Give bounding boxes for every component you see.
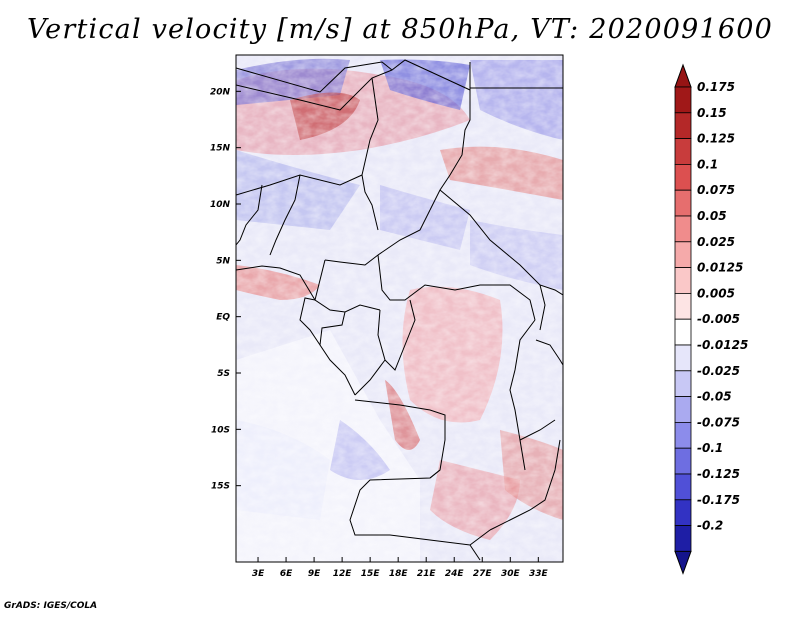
lon-tick-label: 24E	[445, 569, 465, 579]
colorbar-swatch	[674, 112, 692, 140]
grads-credit: GrADS: IGES/COLA	[4, 601, 98, 611]
colorbar-label: -0.0125	[697, 338, 748, 352]
colorbar-swatch	[674, 292, 692, 320]
lon-tick-label: 3E	[252, 569, 265, 579]
lat-tick-label: 5N	[216, 256, 230, 266]
lon-tick-label: 18E	[389, 569, 409, 579]
lat-tick-label: EQ	[216, 313, 230, 323]
lon-tick-label: 6E	[280, 569, 293, 579]
colorbar-label: 0.175	[697, 80, 735, 94]
colorbar-label: -0.2	[697, 519, 723, 533]
colorbar-swatch	[674, 215, 692, 243]
colorbar-swatch	[674, 344, 692, 372]
lat-tick-label: 15S	[211, 482, 230, 492]
colorbar-label: -0.175	[697, 493, 740, 507]
lon-tick-label: 15E	[361, 569, 381, 579]
colorbar-swatch	[674, 370, 692, 397]
lon-tick-label: 30E	[501, 569, 521, 579]
colorbar-swatch	[674, 447, 692, 475]
lon-tick-label: 12E	[333, 569, 353, 579]
longitude-axis: 3E 6E 9E 12E 15E 18E 21E 24E 27E 30E 33E	[252, 557, 549, 579]
colorbar-swatch	[674, 421, 692, 449]
colorbar-bottom-arrow	[674, 550, 692, 575]
colorbar: 0.175 0.15 0.125 0.1 0.075 0.05 0.025 0.0125 0.0…	[674, 63, 748, 575]
lon-tick-label: 27E	[473, 569, 493, 579]
colorbar-swatch	[674, 267, 692, 294]
lon-tick-label: 33E	[529, 569, 549, 579]
colorbar-swatch	[674, 525, 692, 552]
colorbar-label: -0.075	[697, 415, 740, 429]
colorbar-swatch	[674, 163, 692, 191]
colorbar-label: 0.075	[697, 183, 735, 197]
colorbar-label: 0.025	[697, 235, 735, 249]
colorbar-label: 0.15	[697, 106, 727, 120]
colorbar-swatch	[674, 318, 692, 346]
colorbar-swatch	[674, 473, 692, 501]
colorbar-label: 0.1	[697, 157, 718, 171]
colorbar-swatch	[674, 189, 692, 217]
colorbar-label: 0.05	[697, 209, 727, 223]
colorbar-swatch	[674, 138, 692, 165]
map-frame	[235, 54, 564, 563]
lat-tick-label: 10N	[210, 200, 231, 210]
colorbar-label: 0.005	[697, 286, 735, 300]
latitude-axis: 20N 15N 10N 5N EQ 5S 10S 15S	[210, 87, 241, 492]
colorbar-swatch	[674, 241, 692, 269]
colorbar-label: 0.125	[697, 132, 735, 146]
colorbar-label: -0.125	[697, 467, 740, 481]
colorbar-label: 0.0125	[697, 261, 743, 275]
lat-tick-label: 10S	[211, 425, 230, 435]
colorbar-label: -0.005	[697, 312, 740, 326]
map-title: Vertical velocity [m/s] at 850hPa, VT: 2…	[26, 14, 774, 45]
colorbar-label: -0.05	[697, 390, 732, 404]
lat-tick-label: 15N	[210, 144, 231, 154]
lon-tick-label: 9E	[308, 569, 321, 579]
colorbar-swatch	[674, 396, 692, 423]
lat-tick-label: 5S	[217, 369, 230, 379]
colorbar-label: -0.1	[697, 441, 723, 455]
colorbar-swatch	[674, 86, 692, 114]
vertical-velocity-field	[236, 55, 563, 562]
colorbar-swatch	[674, 499, 692, 526]
lat-tick-label: 20N	[210, 87, 231, 97]
colorbar-top-arrow	[674, 63, 692, 88]
lon-tick-label: 21E	[417, 569, 437, 579]
colorbar-label: -0.025	[697, 364, 740, 378]
